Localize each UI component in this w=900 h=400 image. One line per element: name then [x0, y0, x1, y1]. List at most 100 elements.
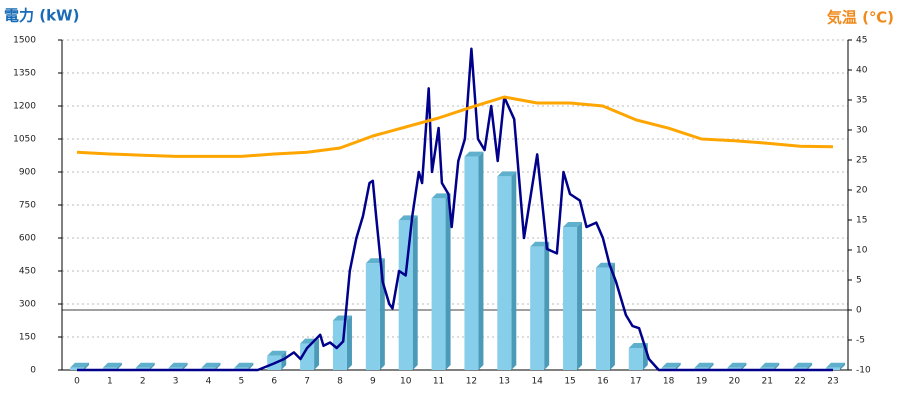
x-tick-label: 7 [304, 377, 310, 387]
y-tick-label: 1350 [13, 69, 36, 79]
x-tick-label: 22 [794, 377, 805, 387]
bar-top [168, 362, 188, 368]
x-tick-label: 18 [663, 377, 675, 387]
y-tick-label: 150 [19, 333, 36, 343]
y2-tick-label: 25 [856, 156, 867, 166]
y2-tick-label: 40 [856, 66, 868, 76]
x-tick-label: 9 [370, 377, 376, 387]
y2-tick-label: 35 [856, 96, 867, 106]
bar-top [563, 222, 583, 227]
x-tick-label: 2 [140, 377, 146, 387]
bar-top [826, 362, 845, 368]
bar-top [727, 362, 747, 368]
bar-side [215, 362, 221, 370]
bar-side [412, 215, 418, 370]
y2-axis-title: 気温 (℃) [827, 9, 894, 27]
x-tick-label: 12 [466, 377, 477, 387]
bar-top [694, 362, 714, 368]
x-tick-label: 10 [400, 377, 412, 387]
y2-tick-label: -10 [856, 366, 871, 376]
bar-side [544, 241, 550, 370]
bar-side [84, 362, 89, 370]
bar [530, 246, 545, 370]
bar [398, 220, 413, 370]
bar-top [793, 362, 813, 368]
bar-side [182, 362, 188, 370]
bar-side [675, 362, 681, 370]
y2-tick-label: 45 [856, 36, 867, 46]
bar-top [70, 362, 89, 368]
y2-tick-label: 15 [856, 216, 867, 226]
x-tick-label: 8 [337, 377, 343, 387]
bar-side [346, 315, 352, 370]
y-tick-label: 900 [19, 168, 36, 178]
bar-top [332, 315, 352, 321]
x-tick-label: 17 [630, 377, 641, 387]
x-tick-label: 13 [499, 377, 510, 387]
x-tick-label: 19 [696, 377, 708, 387]
y-tick-label: 450 [19, 267, 36, 277]
bar-side [445, 193, 451, 370]
bar-side [116, 362, 122, 370]
bar [497, 176, 512, 370]
bar-top [760, 362, 780, 368]
x-tick-label: 15 [564, 377, 575, 387]
y-tick-label: 1200 [13, 102, 36, 112]
bar-side [511, 171, 517, 370]
x-tick-label: 1 [107, 377, 113, 387]
bar-side [314, 338, 320, 370]
bar [431, 198, 446, 370]
y-tick-label: 1500 [13, 36, 36, 46]
bar [464, 156, 479, 370]
y-tick-label: 600 [19, 234, 36, 244]
temperature-line [76, 95, 834, 158]
x-tick-label: 4 [206, 377, 212, 387]
bar-side [807, 362, 813, 370]
x-tick-label: 5 [238, 377, 244, 387]
bar-top [661, 362, 681, 368]
x-tick-label: 20 [729, 377, 741, 387]
bar-top [234, 362, 254, 368]
bar-side [774, 362, 780, 370]
y-tick-label: 1050 [13, 135, 36, 145]
bar [595, 267, 610, 370]
x-tick-label: 16 [597, 377, 609, 387]
x-tick-label: 0 [74, 377, 80, 387]
y2-tick-label: 30 [856, 126, 868, 136]
bar-side [708, 362, 714, 370]
y2-tick-label: -5 [856, 336, 865, 346]
y-tick-label: 0 [30, 366, 36, 376]
bar-side [741, 362, 747, 370]
y2-tick-label: 10 [856, 246, 868, 256]
x-tick-label: 21 [762, 377, 773, 387]
bar-top [497, 171, 517, 177]
x-tick-label: 23 [827, 377, 838, 387]
power-line [77, 47, 833, 372]
bar-top [201, 362, 221, 368]
bar [628, 348, 643, 370]
x-tick-label: 6 [271, 377, 277, 387]
bar-side [840, 362, 845, 370]
y2-tick-label: 5 [856, 276, 862, 286]
bar-side [609, 262, 615, 370]
x-tick-label: 3 [173, 377, 179, 387]
bar [563, 227, 578, 370]
bar-top [102, 362, 122, 368]
y-tick-label: 300 [19, 300, 36, 310]
y2-tick-label: 20 [856, 186, 868, 196]
bar [365, 263, 380, 370]
y-tick-label: 750 [19, 201, 36, 211]
bar-top [135, 362, 155, 368]
bar-top [431, 193, 451, 199]
bar-side [149, 362, 155, 370]
bar-side [478, 151, 484, 370]
y-axis-title: 電力 (kW) [4, 7, 79, 25]
bar-top [530, 241, 550, 247]
bar [300, 343, 315, 370]
bar-top [464, 151, 484, 157]
bar-top [267, 350, 287, 356]
bar-side [577, 222, 583, 370]
x-tick-label: 11 [433, 377, 444, 387]
y2-tick-label: 0 [856, 306, 862, 316]
